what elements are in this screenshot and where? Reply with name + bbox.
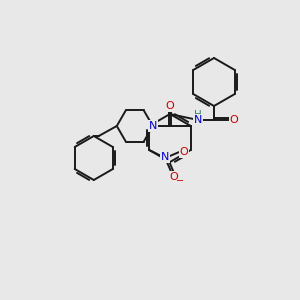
Text: N: N <box>194 115 202 125</box>
Text: H: H <box>194 110 202 120</box>
Text: O: O <box>180 147 189 157</box>
Text: N: N <box>161 152 170 162</box>
Text: −: − <box>176 176 184 186</box>
Text: O: O <box>170 172 178 182</box>
Text: O: O <box>165 101 174 111</box>
Text: N: N <box>148 121 157 131</box>
Text: O: O <box>230 115 238 125</box>
